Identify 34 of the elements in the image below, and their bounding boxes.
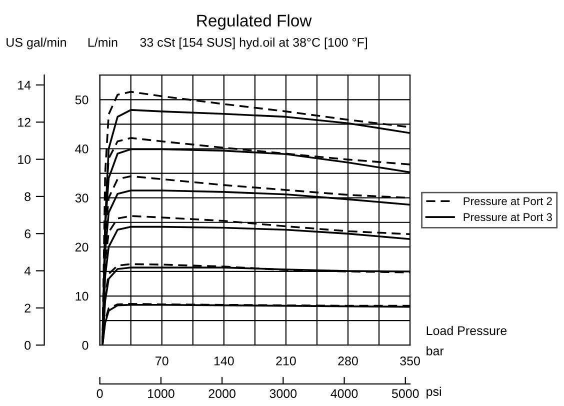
x2-tick-label: 4000 (330, 389, 358, 398)
x2-tick-label: 1000 (148, 389, 174, 398)
y-tick-label: 10 (76, 292, 88, 301)
x2-tick-label: 0 (96, 389, 103, 398)
y2-tick-label: 14 (18, 80, 31, 90)
x-tick-label: 350 (400, 356, 420, 366)
y2-tick-label: 10 (18, 155, 31, 164)
y2-tick-label: 12 (18, 118, 30, 127)
x2-axis-title: psi (426, 386, 441, 398)
y2-axis-title: US gal/min (6, 38, 66, 50)
x-tick-label: 280 (338, 356, 358, 366)
y-tick-label: 20 (75, 242, 88, 252)
x-tick-label: 210 (276, 356, 296, 366)
legend-label: Pressure at Port 3 (464, 213, 552, 222)
x2-tick-label: 3000 (270, 389, 297, 398)
y2-tick-label: 4 (24, 266, 31, 276)
x2-tick-label: 5000 (392, 389, 419, 398)
y-tick-label: 30 (75, 194, 88, 202)
y-axis-title: L/min (88, 38, 118, 47)
x2-tick-label: 2000 (208, 389, 236, 398)
legend-label: Pressure at Port 2 (464, 197, 552, 206)
y2-tick-label: 8 (24, 192, 31, 202)
y2-tick-label: 6 (24, 229, 31, 238)
y-tick-label: 50 (75, 95, 88, 104)
y-tick-label: 40 (75, 144, 88, 154)
text: Load Pressure (426, 326, 507, 336)
y-tick-label: 0 (82, 340, 88, 350)
y2-tick-label: 0 (24, 340, 31, 350)
y2-tick-label: 2 (24, 304, 30, 312)
x-axis-title: bar (426, 346, 444, 356)
chart-subtitle: 33 cSt [154 SUS] hyd.oil at 38°C [100 °F] (140, 38, 368, 50)
x-tick-label: 140 (214, 356, 234, 366)
chart-title: Regulated Flow (197, 14, 312, 30)
x-tick-label: 70 (156, 356, 168, 366)
